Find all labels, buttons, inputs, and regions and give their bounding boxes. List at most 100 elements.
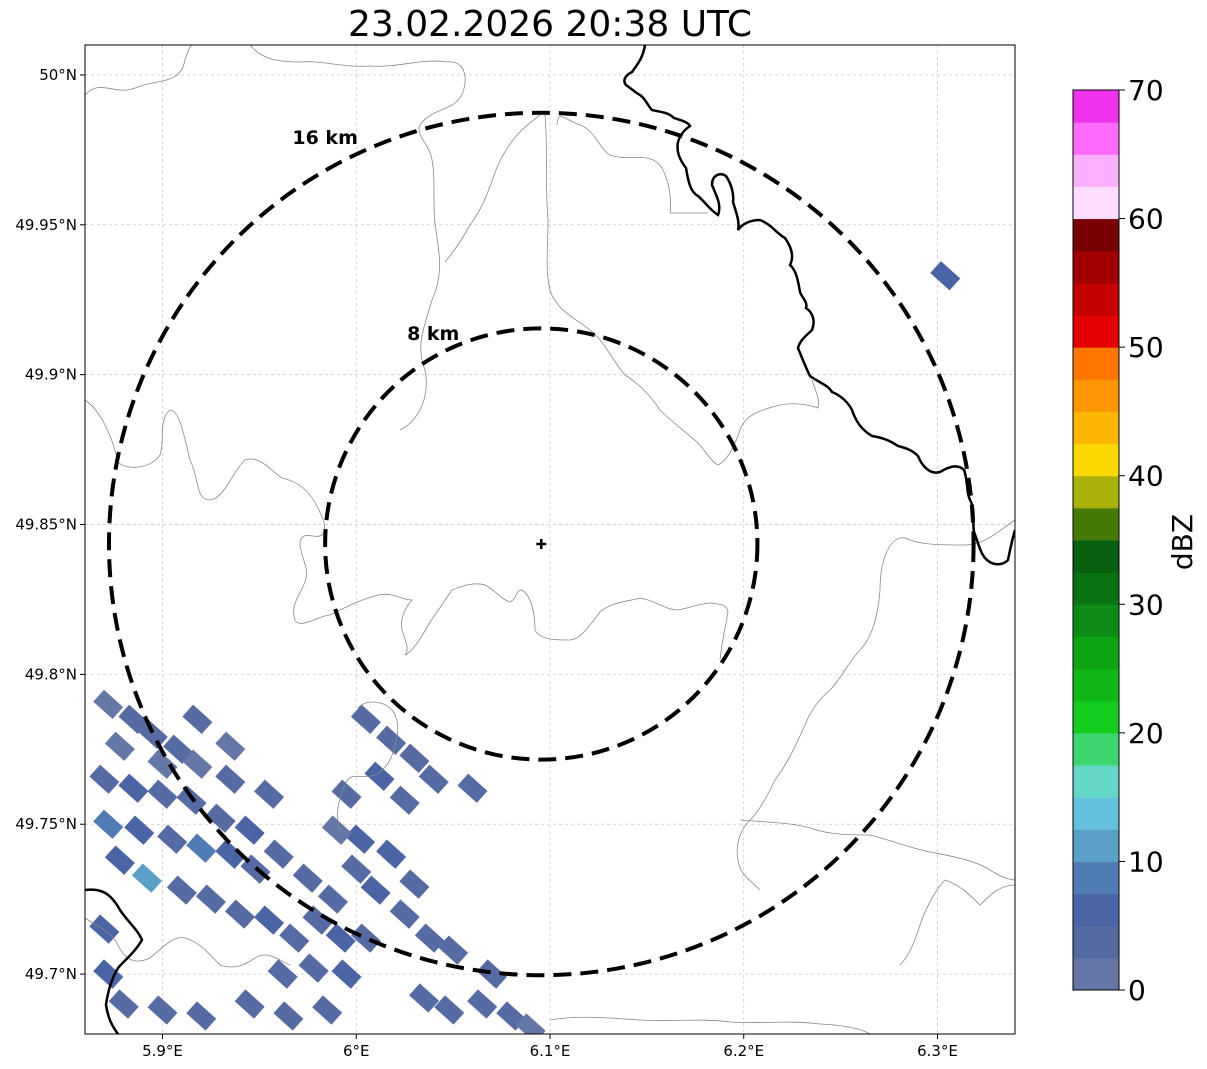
colorbar-block bbox=[1073, 347, 1119, 380]
radar-echo-cell bbox=[147, 995, 178, 1025]
colorbar-block bbox=[1073, 282, 1119, 316]
radar-echo-cell bbox=[292, 863, 323, 893]
radar-echo-cell bbox=[331, 959, 362, 989]
admin-boundary bbox=[337, 701, 399, 831]
radar-echo-cell bbox=[186, 1001, 217, 1031]
radar-echo-cell bbox=[331, 779, 362, 809]
radar-echo-cell bbox=[414, 923, 445, 953]
radar-echo-cell bbox=[147, 749, 178, 779]
radar-echo-cell bbox=[108, 989, 139, 1019]
colorbar-block bbox=[1073, 957, 1119, 991]
colorbar-block bbox=[1073, 732, 1119, 766]
radar-echo-cell bbox=[418, 764, 449, 794]
radar-echo-cell bbox=[182, 749, 213, 779]
lat-tick-label: 49.9°N bbox=[25, 366, 77, 384]
lon-tick-label: 6.2°E bbox=[723, 1042, 764, 1060]
lat-tick-label: 49.8°N bbox=[25, 665, 77, 683]
radar-echo-cell bbox=[325, 923, 356, 953]
lon-tick-label: 6°E bbox=[343, 1042, 370, 1060]
lat-tick-label: 50°N bbox=[39, 66, 77, 84]
colorbar-block bbox=[1073, 315, 1119, 348]
radar-echo-cell bbox=[345, 824, 376, 854]
radar-echo-cell bbox=[267, 959, 298, 989]
radar-echo-cell bbox=[376, 839, 407, 869]
radar-echo-cell bbox=[224, 899, 256, 929]
colorbar-block bbox=[1073, 122, 1119, 155]
radar-echo-cell bbox=[195, 884, 226, 914]
range-rings bbox=[106, 110, 976, 978]
colorbar-block bbox=[1073, 379, 1119, 412]
colorbar-block bbox=[1073, 572, 1119, 605]
colorbar-tick-label: 40 bbox=[1128, 460, 1164, 493]
colorbar-tick-label: 70 bbox=[1128, 74, 1164, 107]
radar-echo-layer bbox=[89, 261, 961, 1034]
radar-echo-cell bbox=[409, 983, 440, 1013]
radar-echo-cell bbox=[434, 995, 465, 1025]
radar-echo-cell bbox=[350, 704, 381, 734]
admin-boundary bbox=[85, 399, 331, 624]
radar-echo-cell bbox=[317, 884, 349, 914]
radar-echo-cell bbox=[457, 773, 488, 803]
lat-tick-label: 49.85°N bbox=[15, 516, 77, 534]
radar-echo-cell bbox=[124, 815, 155, 845]
admin-boundary bbox=[739, 819, 1015, 881]
radar-echo-cell bbox=[350, 923, 381, 953]
admin-boundary bbox=[736, 519, 1015, 891]
colorbar-label: dBZ bbox=[1166, 514, 1199, 570]
radar-echo-cell bbox=[234, 989, 265, 1019]
lon-tick-label: 5.9°E bbox=[142, 1042, 183, 1060]
radar-echo-cell bbox=[399, 869, 430, 899]
range-ring bbox=[106, 110, 976, 978]
colorbar-block bbox=[1073, 668, 1119, 702]
admin-boundary bbox=[899, 879, 1015, 966]
colorbar-tick-label: 50 bbox=[1128, 331, 1164, 364]
radar-echo-cell bbox=[930, 261, 961, 291]
admin-boundary bbox=[444, 114, 541, 263]
radar-echo-cell bbox=[376, 725, 407, 755]
radar-echo-cell bbox=[273, 1001, 304, 1031]
radar-echo-cell bbox=[157, 824, 188, 854]
colorbar-block bbox=[1073, 797, 1119, 830]
national-border bbox=[85, 888, 144, 1034]
radar-echo-cell bbox=[389, 785, 420, 815]
radar-echo-cell bbox=[166, 875, 197, 905]
radar-echo-cell bbox=[162, 734, 194, 764]
range-ring bbox=[323, 326, 760, 762]
radar-echo-cell bbox=[215, 764, 246, 794]
colorbar-block bbox=[1073, 507, 1119, 541]
radar-echo-cell bbox=[438, 935, 469, 965]
admin-boundary bbox=[556, 116, 708, 214]
radar-echo-cell bbox=[364, 761, 395, 791]
radar-echo-cell bbox=[389, 899, 420, 929]
colorbar-block bbox=[1073, 411, 1119, 445]
range-ring-label: 8 km bbox=[407, 323, 459, 345]
lon-tick-label: 6.3°E bbox=[917, 1042, 958, 1060]
colorbar-blocks bbox=[1073, 90, 1119, 991]
lat-tick-label: 49.95°N bbox=[15, 216, 77, 234]
admin-boundaries bbox=[85, 45, 1015, 1034]
radar-echo-cell bbox=[476, 959, 507, 989]
colorbar-tick-label: 30 bbox=[1128, 588, 1164, 621]
colorbar-ticks: 0 10 20 30 40 50 60 70 bbox=[1119, 74, 1164, 1007]
colorbar-block bbox=[1073, 893, 1119, 927]
colorbar-block bbox=[1073, 925, 1119, 959]
radar-echo-cell bbox=[298, 953, 329, 983]
radar-echo-cell bbox=[205, 803, 236, 833]
radar-echo-cell bbox=[104, 731, 135, 761]
colorbar-block bbox=[1073, 604, 1119, 637]
radar-echo-cell bbox=[215, 839, 246, 869]
colorbar-block bbox=[1073, 250, 1119, 284]
colorbar-tick-label: 60 bbox=[1128, 203, 1164, 236]
radar-echo-cell bbox=[312, 995, 343, 1025]
colorbar-block bbox=[1073, 861, 1119, 895]
colorbar-block bbox=[1073, 475, 1119, 509]
radar-echo-cell bbox=[467, 989, 498, 1019]
radar-echo-cell bbox=[234, 815, 265, 845]
radar-echo-cell bbox=[254, 905, 285, 935]
radar-echo-cell bbox=[93, 809, 124, 839]
colorbar-block bbox=[1073, 154, 1119, 187]
radar-echo-cell bbox=[263, 839, 294, 869]
colorbar-block bbox=[1073, 636, 1119, 670]
colorbar-tick-label: 0 bbox=[1128, 974, 1146, 1007]
radar-echo-cell bbox=[360, 875, 391, 905]
